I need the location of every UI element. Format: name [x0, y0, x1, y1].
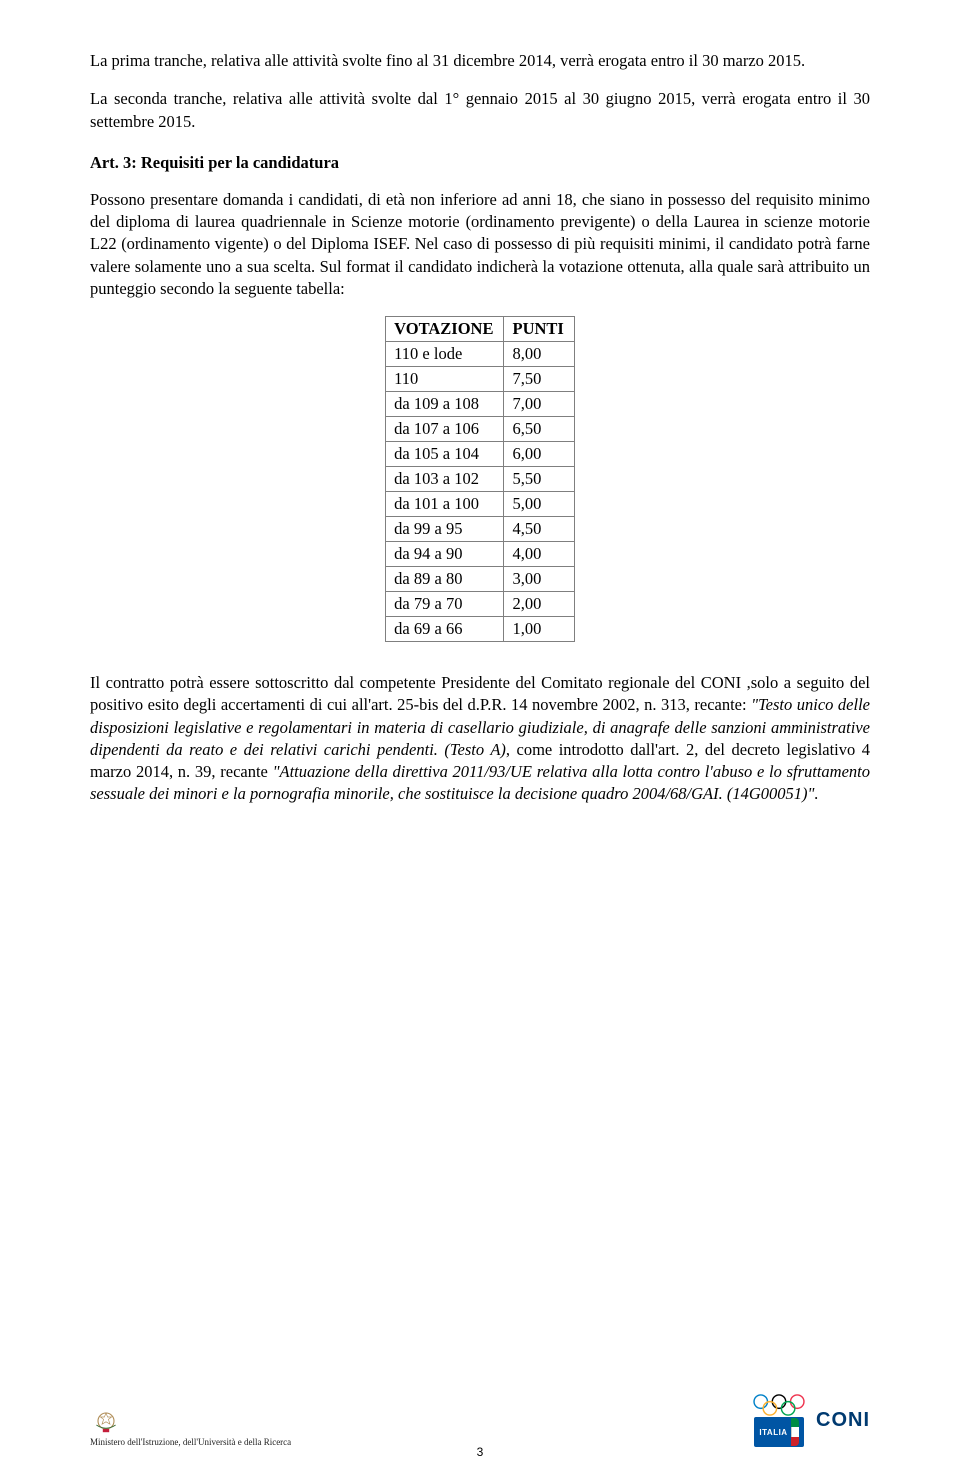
table-body: 110 e lode8,00 1107,50 da 109 a 1087,00 … [386, 342, 575, 642]
paragraph-tranche1: La prima tranche, relativa alle attività… [90, 50, 870, 72]
italia-badge: ITALIA [754, 1417, 803, 1447]
table-row: da 109 a 1087,00 [386, 392, 575, 417]
table-row: da 99 a 954,50 [386, 517, 575, 542]
table-row: 1107,50 [386, 367, 575, 392]
footer-right: ITALIA CONI [750, 1393, 870, 1447]
olympic-rings-icon [750, 1393, 808, 1417]
coni-logo: ITALIA [750, 1393, 808, 1447]
table-row: 110 e lode8,00 [386, 342, 575, 367]
table-row: da 105 a 1046,00 [386, 442, 575, 467]
paragraph-requisiti: Possono presentare domanda i candidati, … [90, 189, 870, 300]
page-number: 3 [0, 1445, 960, 1459]
table-row: da 101 a 1005,00 [386, 492, 575, 517]
page-footer: Ministero dell'Istruzione, dell'Universi… [90, 1393, 870, 1447]
italia-text: ITALIA [759, 1428, 787, 1437]
coni-word: CONI [816, 1409, 870, 1432]
document-page: La prima tranche, relativa alle attività… [0, 0, 960, 1473]
col-punti: PUNTI [504, 317, 574, 342]
table-row: da 107 a 1066,50 [386, 417, 575, 442]
tricolore-icon [791, 1418, 799, 1446]
table-row: da 94 a 904,00 [386, 542, 575, 567]
table-row: da 89 a 803,00 [386, 567, 575, 592]
col-votazione: VOTAZIONE [386, 317, 504, 342]
footer-left: Ministero dell'Istruzione, dell'Universi… [90, 1407, 291, 1447]
table-row: da 69 a 661,00 [386, 617, 575, 642]
table-row: da 79 a 702,00 [386, 592, 575, 617]
article-3-heading: Art. 3: Requisiti per la candidatura [90, 153, 870, 173]
paragraph-contratto: Il contratto potrà essere sottoscritto d… [90, 672, 870, 806]
table-row: da 103 a 1025,50 [386, 467, 575, 492]
table-header-row: VOTAZIONE PUNTI [386, 317, 575, 342]
votazione-table: VOTAZIONE PUNTI 110 e lode8,00 1107,50 d… [385, 316, 575, 642]
repubblica-emblem-icon [90, 1407, 122, 1435]
paragraph-tranche2: La seconda tranche, relativa alle attivi… [90, 88, 870, 133]
